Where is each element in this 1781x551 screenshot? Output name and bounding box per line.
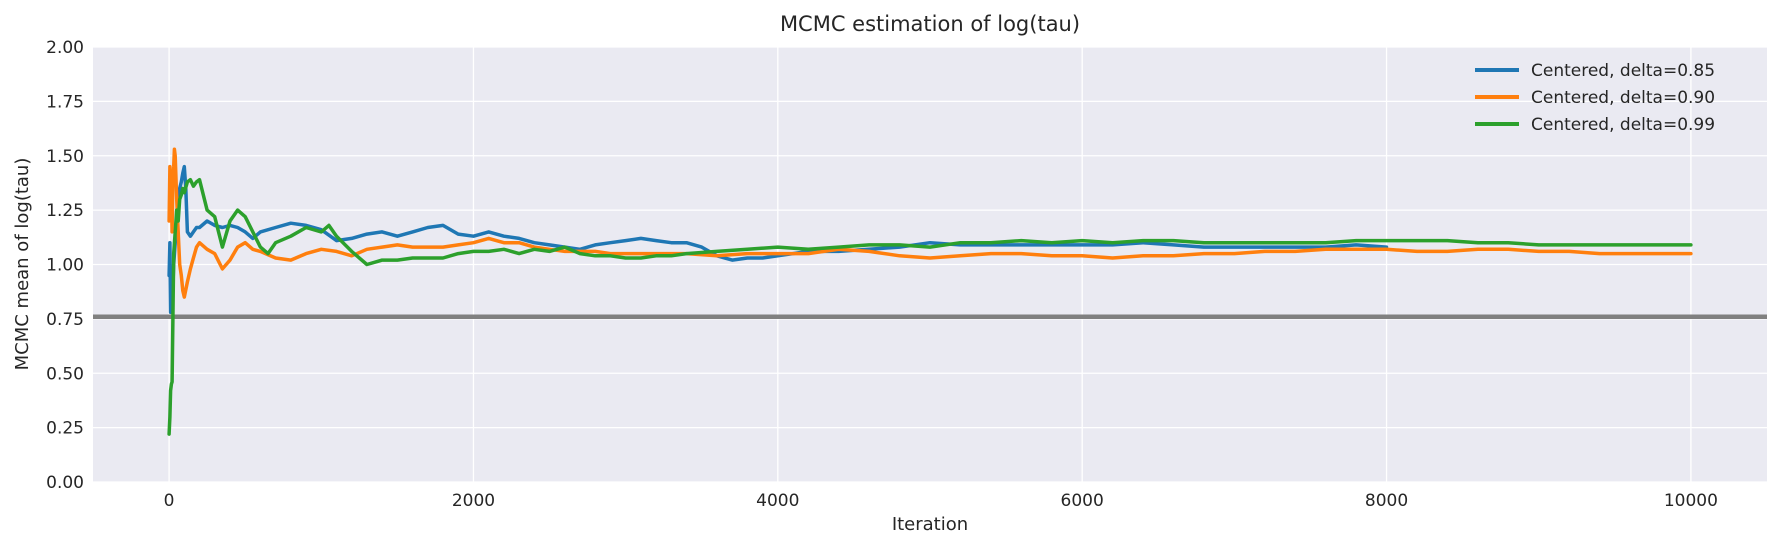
y-axis-label: MCMC mean of log(tau) (12, 158, 33, 371)
y-tick-label: 0.00 (46, 473, 84, 493)
x-tick-label: 2000 (452, 491, 495, 511)
x-tick-label: 6000 (1061, 491, 1104, 511)
legend-label: Centered, delta=0.99 (1531, 115, 1715, 135)
y-tick-label: 0.25 (46, 419, 84, 439)
x-tick-label: 4000 (756, 491, 799, 511)
legend-label: Centered, delta=0.85 (1531, 61, 1715, 81)
y-tick-label: 0.75 (46, 310, 84, 330)
y-tick-label: 1.75 (46, 92, 84, 112)
series-line-0 (167, 164, 1389, 315)
series-line-2 (167, 177, 1693, 436)
y-tick-label: 2.00 (46, 38, 84, 58)
chart-title: MCMC estimation of log(tau) (780, 12, 1080, 36)
legend-label: Centered, delta=0.90 (1531, 88, 1715, 108)
y-tick-label: 1.00 (46, 256, 84, 276)
x-axis-label: Iteration (892, 514, 968, 535)
legend: Centered, delta=0.85 Centered, delta=0.90… (1475, 61, 1715, 135)
tick-labels: 0 2000 4000 6000 8000 10000 0.00 0.25 0.50 0.75 1.… (46, 38, 1718, 511)
series-layer (167, 147, 1693, 436)
x-tick-label: 8000 (1365, 491, 1408, 511)
y-tick-label: 1.25 (46, 201, 84, 221)
y-tick-label: 1.50 (46, 147, 84, 167)
series-line-1 (167, 147, 1693, 299)
x-tick-label: 0 (164, 491, 175, 511)
x-tick-label: 10000 (1664, 491, 1718, 511)
y-tick-label: 0.50 (46, 364, 84, 384)
